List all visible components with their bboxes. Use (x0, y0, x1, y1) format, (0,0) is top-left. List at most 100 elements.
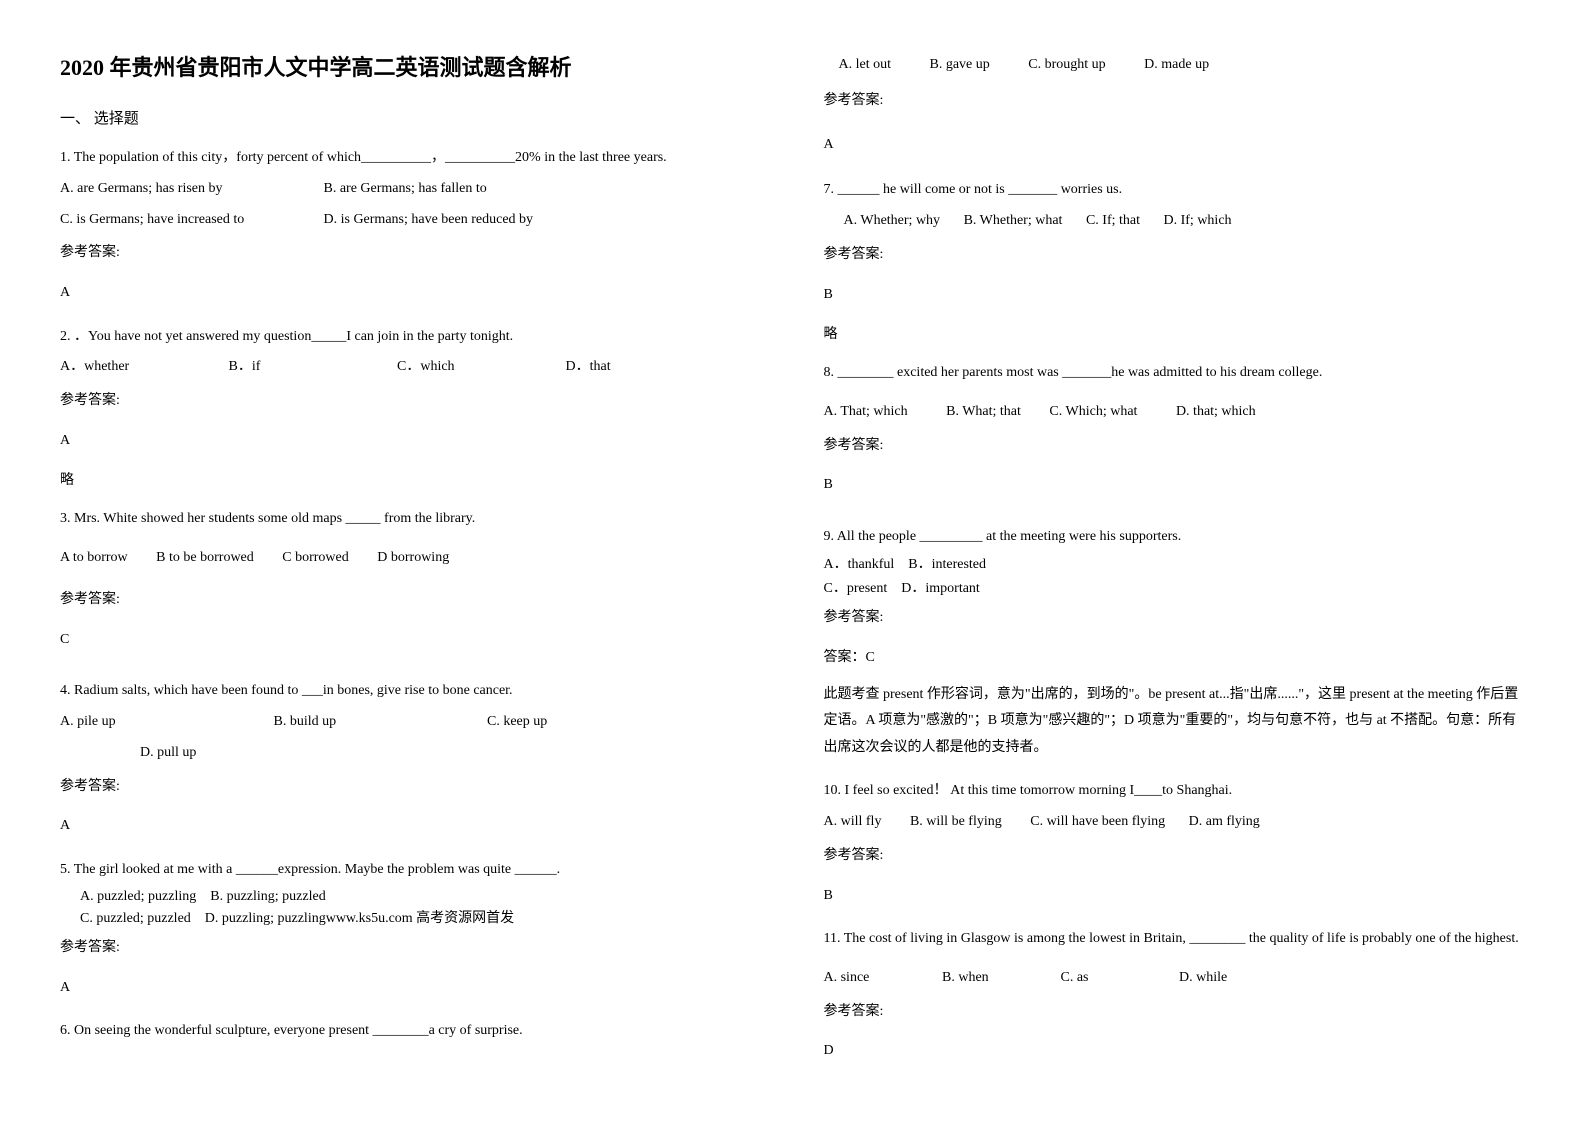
question-8: 8. ________ excited her parents most was… (824, 358, 1528, 499)
option-d: D．that (566, 352, 611, 383)
answer-value: A (60, 975, 764, 1002)
option-c: C. puzzled; puzzled (80, 911, 191, 926)
option-c: C. will have been flying (1030, 807, 1165, 838)
question-6-cont: A. let out B. gave up C. brought up D. m… (824, 50, 1528, 160)
answer-label: 参考答案: (824, 605, 1528, 632)
option-c: C. If; that (1086, 206, 1140, 237)
question-explanation: 此题考查 present 作形容词，意为"出席的，到场的"。be present… (824, 682, 1528, 762)
option-b: B．if (229, 352, 359, 383)
question-options: A. are Germans; has risen by B. are Germ… (60, 174, 764, 236)
option-b: B. when (942, 963, 1022, 994)
answer-value: D (824, 1038, 1528, 1065)
lue-text: 略 (824, 323, 1528, 343)
question-text: 7. ______ he will come or not is _______… (824, 175, 1528, 206)
answer-value: 答案：C (824, 645, 1528, 672)
answer-value: A (60, 428, 764, 455)
option-b: B. will be flying (910, 807, 1002, 838)
question-text: 8. ________ excited her parents most was… (824, 358, 1528, 389)
option-d: D. puzzling; puzzlingwww.ks5u.com 高考资源网首… (205, 911, 514, 926)
option-c: C. brought up (1028, 50, 1105, 81)
answer-label: 参考答案: (60, 587, 764, 614)
option-b: B. gave up (930, 50, 990, 81)
answer-label: 参考答案: (60, 774, 764, 801)
option-b: B. Whether; what (964, 206, 1063, 237)
answer-value: B (824, 883, 1528, 910)
option-c: C. is Germans; have increased to (60, 205, 320, 236)
option-b: B to be borrowed (156, 543, 254, 574)
answer-label: 参考答案: (60, 240, 764, 267)
option-c: C. as (1061, 963, 1141, 994)
page-container: 2020 年贵州省贵阳市人文中学高二英语测试题含解析 一、 选择题 1. The… (60, 50, 1527, 1080)
option-c: C．which (397, 352, 527, 383)
option-b: B. build up (274, 707, 484, 738)
answer-label: 参考答案: (824, 433, 1528, 460)
question-options: A. will fly B. will be flying C. will ha… (824, 807, 1528, 838)
option-d: D．important (901, 581, 980, 596)
option-a: A to borrow (60, 543, 128, 574)
question-1: 1. The population of this city，forty per… (60, 143, 764, 307)
answer-value: A (824, 130, 1528, 161)
answer-label: 参考答案: (824, 86, 1528, 117)
answer-value: B (824, 282, 1528, 309)
option-a: A．thankful (824, 557, 895, 572)
question-options: A. since B. when C. as D. while (824, 963, 1528, 994)
question-options: A．whether B．if C．which D．that (60, 352, 764, 383)
answer-value: A (60, 813, 764, 840)
section-header: 一、 选择题 (60, 107, 764, 128)
question-9: 9. All the people _________ at the meeti… (824, 522, 1528, 761)
answer-label: 参考答案: (824, 242, 1528, 269)
question-11: 11. The cost of living in Glasgow is amo… (824, 924, 1528, 1065)
page-title: 2020 年贵州省贵阳市人文中学高二英语测试题含解析 (60, 50, 764, 82)
question-options: A. Whether; why B. Whether; what C. If; … (824, 206, 1528, 237)
option-c: C borrowed (282, 543, 349, 574)
question-options: A．thankful B．interested C．present D．impo… (824, 553, 1528, 601)
option-a: A．whether (60, 352, 190, 383)
question-options: A. puzzled; puzzling B. puzzling; puzzle… (60, 886, 764, 931)
question-text: 6. On seeing the wonderful sculpture, ev… (60, 1016, 764, 1047)
option-b: B．interested (908, 557, 986, 572)
question-text: 4. Radium salts, which have been found t… (60, 676, 764, 707)
question-text: 3. Mrs. White showed her students some o… (60, 504, 764, 535)
question-text: 2. ．You have not yet answered my questio… (60, 322, 764, 353)
answer-label: 参考答案: (60, 388, 764, 415)
question-10: 10. I feel so excited！ At this time tomo… (824, 776, 1528, 909)
option-c: C. Which; what (1049, 397, 1137, 428)
option-a: A. will fly (824, 807, 882, 838)
answer-value: B (824, 472, 1528, 499)
answer-label: 参考答案: (60, 935, 764, 962)
right-column: A. let out B. gave up C. brought up D. m… (824, 50, 1528, 1080)
option-d: D. while (1179, 963, 1227, 994)
option-a: A. That; which (824, 397, 908, 428)
left-column: 2020 年贵州省贵阳市人文中学高二英语测试题含解析 一、 选择题 1. The… (60, 50, 764, 1080)
option-d: D borrowing (377, 543, 449, 574)
lue-text: 略 (60, 469, 764, 489)
question-2: 2. ．You have not yet answered my questio… (60, 322, 764, 455)
option-d: D. am flying (1189, 807, 1260, 838)
question-options: A. let out B. gave up C. brought up D. m… (824, 50, 1528, 81)
answer-label: 参考答案: (824, 999, 1528, 1026)
answer-label: 参考答案: (824, 843, 1528, 870)
question-4: 4. Radium salts, which have been found t… (60, 676, 764, 840)
option-a: A. Whether; why (844, 206, 941, 237)
option-d: D. made up (1144, 50, 1209, 81)
question-text: 5. The girl looked at me with a ______ex… (60, 855, 764, 886)
option-b: B. What; that (946, 397, 1021, 428)
question-7: 7. ______ he will come or not is _______… (824, 175, 1528, 308)
option-d: D. If; which (1164, 206, 1232, 237)
question-options: A. pile up B. build up C. keep up D. pul… (60, 707, 764, 769)
option-a: A. since (824, 963, 904, 994)
question-text: 10. I feel so excited！ At this time tomo… (824, 776, 1528, 807)
option-d: D. that; which (1176, 397, 1256, 428)
option-b: B. are Germans; has fallen to (324, 181, 487, 196)
question-6-text: 6. On seeing the wonderful sculpture, ev… (60, 1016, 764, 1047)
question-5: 5. The girl looked at me with a ______ex… (60, 855, 764, 1002)
option-a: A. pile up (60, 707, 270, 738)
option-d: D. pull up (140, 738, 196, 769)
answer-value: C (60, 627, 764, 654)
question-text: 1. The population of this city，forty per… (60, 143, 764, 174)
question-options: A to borrow B to be borrowed C borrowed … (60, 543, 764, 574)
option-d: D. is Germans; have been reduced by (324, 212, 534, 227)
answer-value: A (60, 280, 764, 307)
option-b: B. puzzling; puzzled (210, 889, 325, 904)
question-text: 11. The cost of living in Glasgow is amo… (824, 924, 1528, 955)
